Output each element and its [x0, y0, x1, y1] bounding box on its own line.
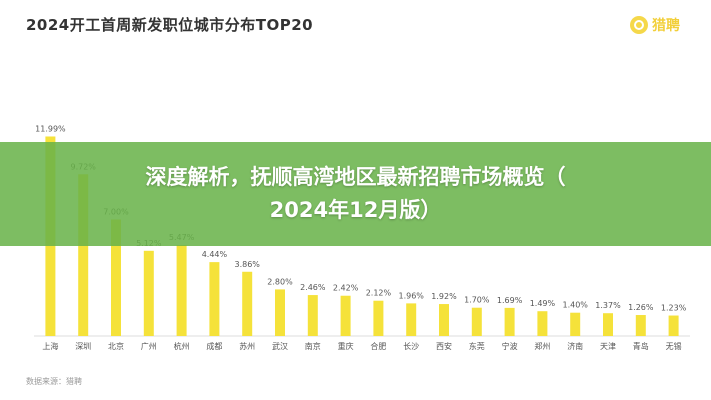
bar-value-label: 1.92% — [431, 292, 457, 301]
chart-title: 2024开工首周新发职位城市分布TOP20 — [26, 16, 314, 34]
bar-value-label: 2.12% — [366, 289, 392, 298]
category-label: 青岛 — [633, 341, 649, 351]
bar — [570, 312, 581, 336]
bar-value-label: 1.69% — [497, 296, 523, 305]
bar — [406, 303, 417, 336]
bar — [471, 307, 482, 336]
bar-value-label: 1.70% — [464, 296, 490, 305]
category-label: 成都 — [206, 341, 222, 351]
headline-line-2: 2024年12月版） — [269, 198, 442, 222]
brand-name: 猎聘 — [652, 18, 680, 34]
bar-value-label: 2.46% — [300, 283, 326, 292]
bar — [78, 174, 89, 336]
bar — [111, 219, 121, 336]
category-label: 深圳 — [75, 341, 91, 351]
category-label: 宁波 — [502, 341, 518, 351]
bar-value-label: 1.37% — [595, 301, 621, 310]
bar — [307, 295, 318, 336]
bar — [439, 304, 449, 336]
bar — [537, 311, 548, 336]
category-label: 西安 — [436, 341, 452, 351]
category-label: 苏州 — [239, 341, 255, 351]
category-label: 无锡 — [666, 342, 682, 351]
bar — [373, 300, 384, 336]
bar — [603, 313, 613, 336]
bar — [143, 250, 154, 336]
bar — [668, 315, 679, 336]
bar — [504, 307, 515, 336]
category-label: 合肥 — [370, 341, 386, 351]
footer-note: 数据来源：猎聘 — [26, 377, 82, 386]
category-label: 武汉 — [272, 341, 288, 351]
category-label: 郑州 — [534, 341, 550, 351]
category-label: 南京 — [305, 341, 321, 351]
brand-logo: 猎聘 — [630, 14, 680, 36]
bar — [340, 295, 351, 336]
bar-value-label: 4.44% — [202, 250, 228, 259]
bar-value-label: 2.80% — [267, 277, 293, 286]
bar-value-label: 11.99% — [35, 124, 66, 133]
bar — [242, 271, 253, 336]
category-label: 上海 — [42, 341, 58, 351]
bar-value-label: 1.49% — [530, 299, 556, 308]
category-label: 杭州 — [174, 341, 190, 351]
bar-value-label: 3.86% — [234, 260, 260, 269]
bar-value-label: 2.42% — [333, 284, 359, 293]
category-label: 重庆 — [338, 341, 354, 351]
category-label: 东莞 — [469, 341, 485, 351]
bar — [635, 315, 646, 336]
headline-line-1: 深度解析，抚顺高湾地区最新招聘市场概览（ — [145, 165, 566, 189]
bar-value-label: 1.23% — [661, 304, 687, 313]
category-label: 济南 — [567, 341, 583, 351]
category-label: 北京 — [108, 341, 124, 351]
category-label: 长沙 — [403, 341, 419, 351]
bar-value-label: 1.26% — [628, 303, 654, 312]
bar — [209, 262, 220, 336]
brand-logo-icon — [630, 16, 648, 34]
bar-value-label: 1.40% — [562, 301, 588, 310]
bar — [275, 289, 285, 336]
headline-banner: 深度解析，抚顺高湾地区最新招聘市场概览（ 2024年12月版） — [0, 142, 711, 246]
bar-value-label: 1.96% — [398, 291, 424, 300]
category-label: 广州 — [141, 341, 157, 351]
category-label: 天津 — [600, 341, 616, 351]
bar — [176, 244, 187, 336]
